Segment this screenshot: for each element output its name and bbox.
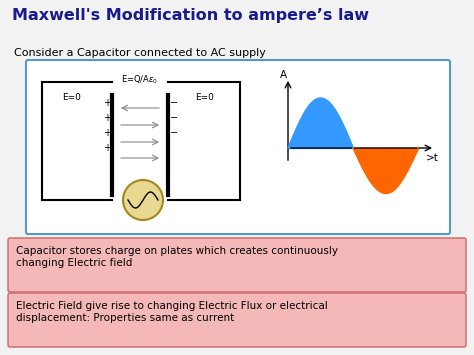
Text: Capacitor stores charge on plates which creates continuously
changing Electric f: Capacitor stores charge on plates which … <box>16 246 338 268</box>
Text: A: A <box>280 70 287 80</box>
Text: −: − <box>170 113 178 123</box>
Text: Consider a Capacitor connected to AC supply: Consider a Capacitor connected to AC sup… <box>14 48 266 58</box>
Text: E=0: E=0 <box>196 93 214 102</box>
Text: +: + <box>103 98 111 108</box>
Text: +: + <box>103 128 111 138</box>
Text: +: + <box>103 143 111 153</box>
Text: >t: >t <box>426 153 438 163</box>
Text: −: − <box>170 98 178 108</box>
Text: Electric Field give rise to changing Electric Flux or electrical
displacement: P: Electric Field give rise to changing Ele… <box>16 301 328 323</box>
Text: E=0: E=0 <box>63 93 82 102</box>
FancyBboxPatch shape <box>8 293 466 347</box>
Text: E=Q/A$\epsilon_0$: E=Q/A$\epsilon_0$ <box>121 74 159 86</box>
Text: +: + <box>103 113 111 123</box>
Circle shape <box>123 180 163 220</box>
Text: −: − <box>170 128 178 138</box>
FancyBboxPatch shape <box>8 238 466 292</box>
FancyBboxPatch shape <box>26 60 450 234</box>
Text: Maxwell's Modification to ampere’s law: Maxwell's Modification to ampere’s law <box>12 8 369 23</box>
